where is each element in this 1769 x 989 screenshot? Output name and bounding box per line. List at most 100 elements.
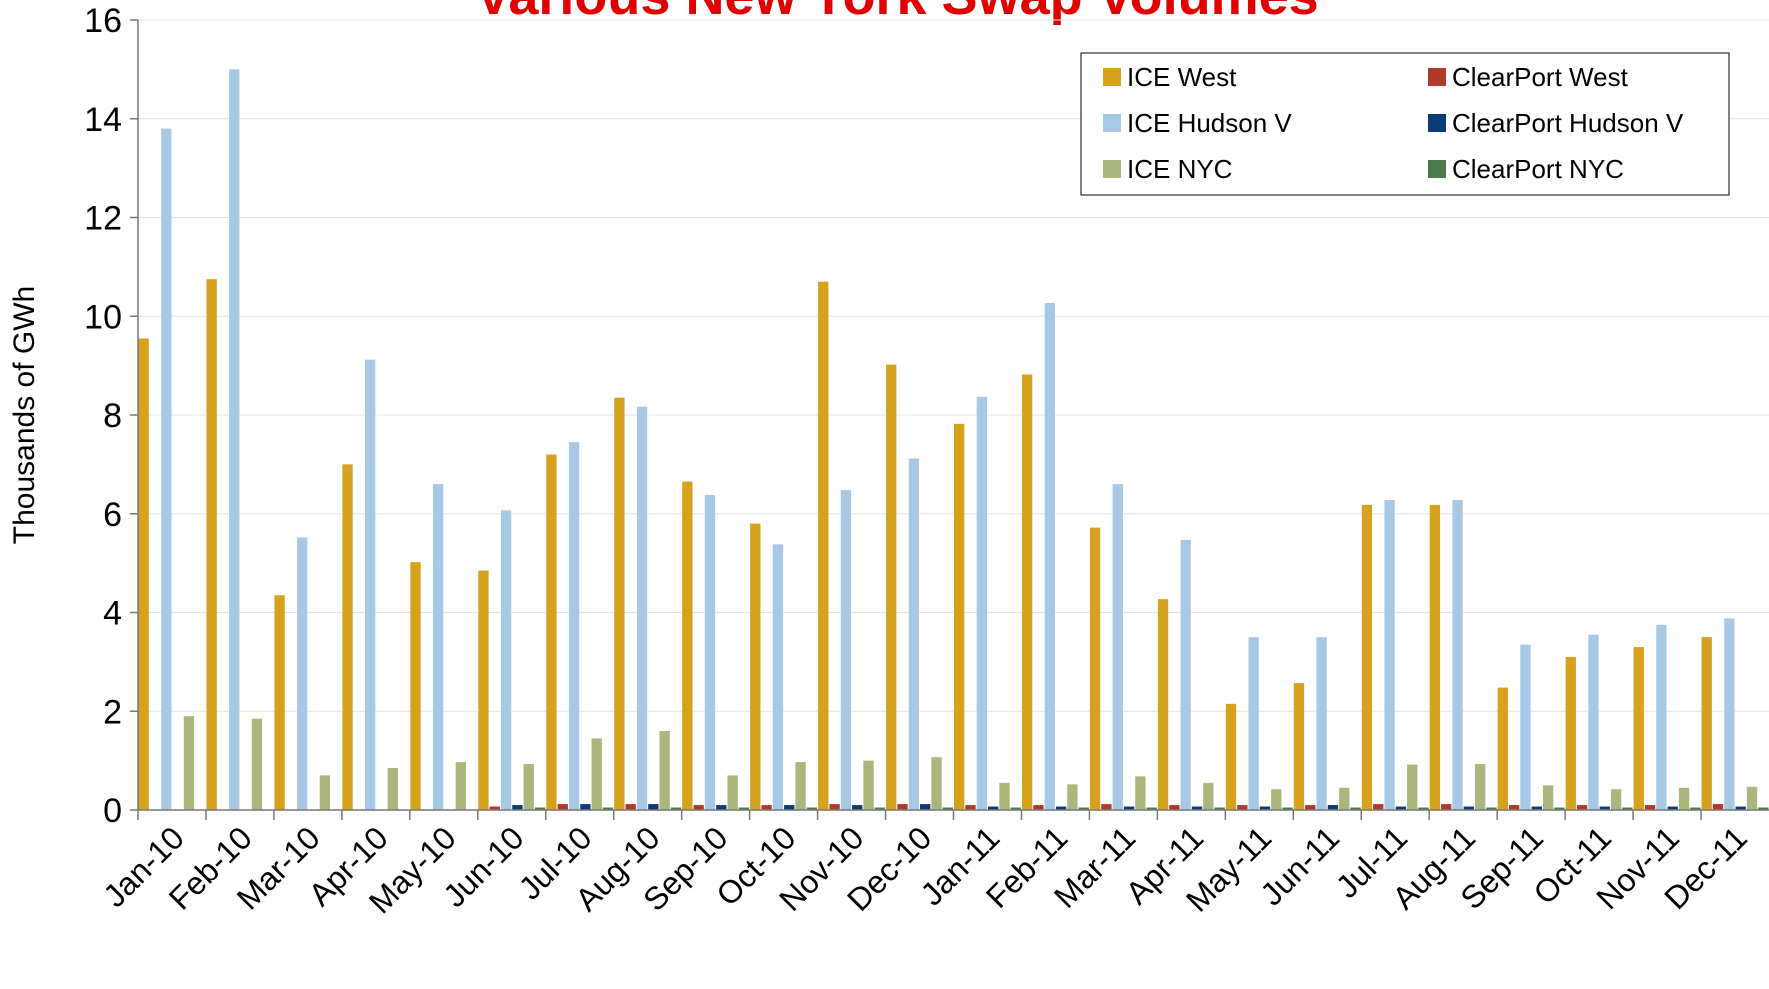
bar [1407,764,1418,810]
bar [942,807,953,810]
bar [625,804,636,810]
y-tick-label: 12 [84,200,122,238]
chart-title: Various New York Swap Volumes [475,0,1318,26]
bar [1441,804,1452,810]
bar [886,364,897,810]
bar [1644,805,1656,810]
bar [319,775,331,810]
bars [138,69,1769,810]
bar [1237,805,1248,810]
bar [784,805,795,810]
bar [1282,807,1293,810]
bar [1214,807,1225,810]
y-tick-label: 10 [84,298,122,336]
bar [772,544,784,810]
bar [1758,807,1769,810]
bar [1101,804,1112,810]
bar [557,804,568,810]
bar [1033,805,1044,810]
bar [1010,807,1021,810]
bar [1554,807,1565,810]
legend-swatch [1103,114,1121,132]
legend-swatch [1428,160,1446,178]
bar [1180,539,1191,810]
bar [183,716,195,810]
bar [1599,806,1610,810]
y-tick-label: 2 [103,693,122,731]
bar [1293,683,1305,810]
bar [138,338,149,810]
bar [999,782,1010,810]
bar [1316,637,1327,810]
bar [500,510,512,810]
bar [1610,789,1622,810]
bar [1463,806,1475,810]
bar [1418,807,1429,810]
legend-label: ICE NYC [1127,154,1232,184]
bar [704,494,716,810]
bar [1690,807,1701,810]
bar [727,775,738,810]
bar [546,454,557,810]
y-tick-label: 14 [84,101,122,139]
bar [1078,807,1089,810]
bar [1361,504,1373,810]
bar [1203,782,1214,810]
bar [1656,624,1667,810]
bar [818,281,829,810]
bar [1724,618,1735,810]
bar [455,762,466,810]
bar [908,458,920,810]
bar [852,805,863,810]
bar [1429,504,1441,810]
bar [1497,687,1508,810]
bar [1520,644,1531,810]
y-tick-label: 16 [84,2,122,40]
bar [512,805,523,810]
bar [874,807,886,810]
bar [206,279,217,810]
bar [1055,806,1067,810]
bar [761,805,772,810]
bar [931,757,942,810]
bar [806,807,818,810]
bar [1633,647,1644,810]
legend-swatch [1428,68,1446,86]
bar [1395,806,1407,810]
bar [614,397,625,810]
bar [829,804,840,810]
bar [659,731,670,810]
bar [1327,805,1339,810]
bar [1508,805,1520,810]
bar [1021,374,1033,810]
bar [1486,807,1497,810]
bar [1157,599,1169,810]
bar [1271,789,1282,810]
bar [1746,786,1758,810]
bar [1565,656,1576,810]
bar [1123,806,1135,810]
legend-label: ClearPort West [1452,62,1629,92]
bar [1248,637,1259,810]
bar [965,805,976,810]
bar [523,764,534,810]
bar [1169,805,1180,810]
bar [568,442,580,810]
bar [161,128,172,810]
bar [897,804,908,810]
y-tick-label: 6 [103,496,122,534]
bar [1191,806,1203,810]
bar [478,570,489,810]
bar [1373,804,1384,810]
bar [1259,806,1271,810]
legend-swatch [1103,160,1121,178]
legend: ICE West ClearPort West ICE Hudson V ClearP… [1080,52,1730,196]
bar [580,804,591,810]
bar [1384,499,1395,810]
legend-label: ICE West [1127,62,1237,92]
bar [1089,527,1101,810]
bar [693,805,704,810]
bar [489,806,500,810]
bar [602,807,614,810]
y-tick-label: 8 [103,397,122,435]
